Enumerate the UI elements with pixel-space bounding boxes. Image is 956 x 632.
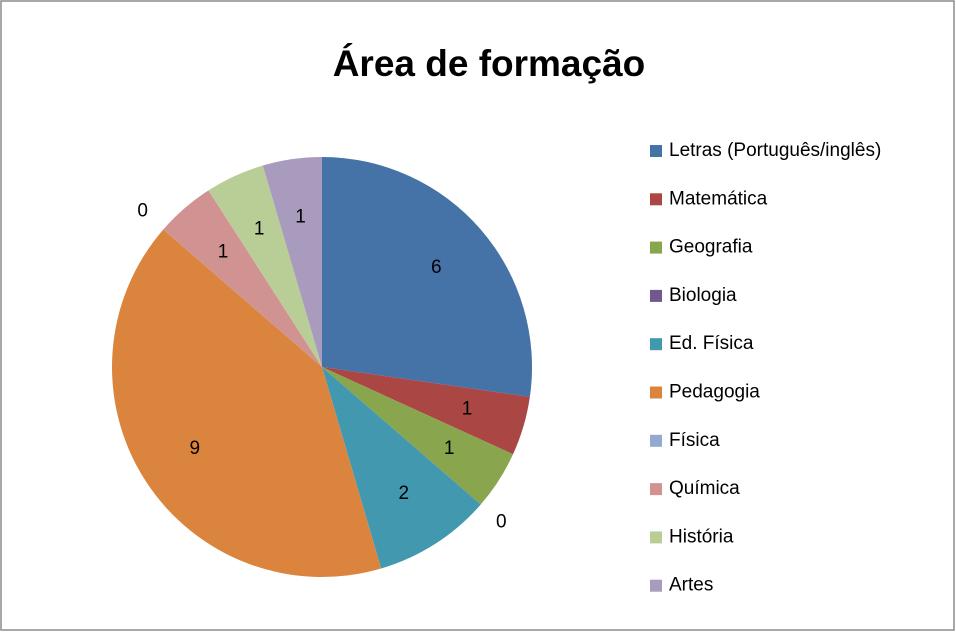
- legend-swatch: [650, 289, 662, 302]
- pie-slice: [322, 157, 532, 397]
- data-label: 1: [218, 242, 229, 263]
- pie-slice: [322, 367, 481, 569]
- legend-label: Biologia: [669, 285, 737, 306]
- data-label: 0: [496, 511, 507, 532]
- legend-swatch: [650, 241, 662, 254]
- legend-swatch: [650, 531, 662, 544]
- data-label: 1: [444, 438, 455, 459]
- legend-swatch: [650, 483, 662, 496]
- legend-label: Física: [669, 430, 720, 451]
- pie-slice: [262, 157, 322, 367]
- legend-label: Química: [669, 478, 740, 499]
- data-label: 6: [431, 257, 442, 278]
- pie-slice: [208, 165, 322, 367]
- pie-slice: [163, 190, 322, 367]
- pie-slice: [322, 367, 530, 455]
- data-label: 9: [190, 438, 201, 459]
- legend-label: Artes: [669, 575, 713, 596]
- legend-swatch: [650, 338, 662, 351]
- data-label: 2: [398, 483, 409, 504]
- pie-slice: [112, 229, 382, 577]
- data-label: 1: [462, 399, 473, 420]
- legend-swatch: [650, 434, 662, 447]
- legend-swatch: [650, 386, 662, 399]
- chart-title: Área de formação: [333, 43, 646, 84]
- data-label: 1: [254, 218, 265, 239]
- legend-swatch: [650, 579, 662, 592]
- pie-slice: [322, 367, 514, 505]
- legend-label: Letras (Português/inglês): [669, 140, 881, 161]
- data-label: 1: [295, 206, 306, 227]
- data-label: 0: [137, 201, 148, 222]
- legend-label: Pedagogia: [669, 382, 760, 403]
- legend-label: Geografia: [669, 237, 753, 258]
- legend-label: Ed. Física: [669, 333, 754, 354]
- legend-swatch: [650, 145, 662, 157]
- legend-swatch: [650, 193, 662, 206]
- legend-label: Matemática: [669, 188, 768, 209]
- legend-label: História: [669, 526, 734, 547]
